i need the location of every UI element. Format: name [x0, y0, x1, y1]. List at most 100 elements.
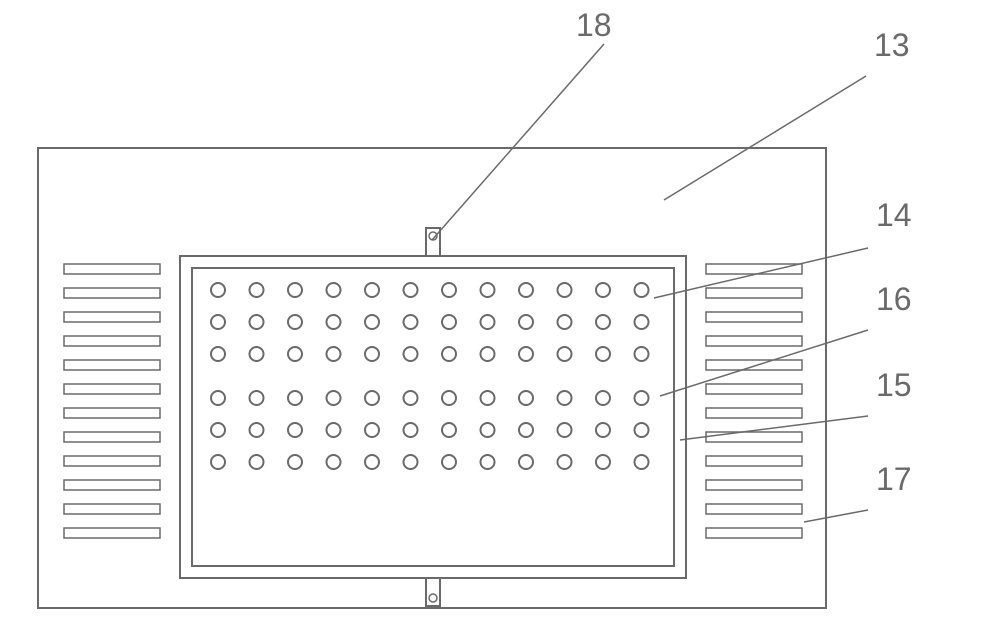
grid-hole	[442, 315, 456, 329]
grid-hole	[442, 423, 456, 437]
vent-slot	[64, 528, 160, 538]
tab-hole	[429, 594, 437, 602]
vent-slot	[64, 264, 160, 274]
grid-hole	[442, 347, 456, 361]
grid-hole	[558, 283, 572, 297]
grid-hole	[250, 455, 264, 469]
vent-slot	[706, 480, 802, 490]
grid-hole	[635, 423, 649, 437]
vent-slot	[706, 408, 802, 418]
vent-slot	[64, 384, 160, 394]
grid-hole	[635, 283, 649, 297]
grid-hole	[481, 283, 495, 297]
grid-hole	[327, 391, 341, 405]
grid-hole	[211, 347, 225, 361]
grid-hole	[442, 391, 456, 405]
grid-hole	[211, 283, 225, 297]
grid-hole	[481, 391, 495, 405]
grid-hole	[481, 315, 495, 329]
grid-hole	[288, 315, 302, 329]
grid-hole	[519, 423, 533, 437]
grid-hole	[327, 423, 341, 437]
grid-hole	[519, 315, 533, 329]
grid-hole	[327, 315, 341, 329]
grid-hole	[519, 455, 533, 469]
grid-hole	[635, 347, 649, 361]
grid-hole	[596, 423, 610, 437]
grid-hole	[596, 315, 610, 329]
grid-hole	[519, 347, 533, 361]
grid-hole	[596, 391, 610, 405]
vent-slot	[64, 288, 160, 298]
label-14: 14	[876, 197, 912, 233]
grid-hole	[211, 315, 225, 329]
label-17: 17	[876, 461, 912, 497]
leader-line	[804, 510, 868, 522]
label-16: 16	[876, 281, 912, 317]
leader-line	[432, 44, 604, 240]
grid-hole	[365, 391, 379, 405]
vent-slot	[64, 480, 160, 490]
grid-hole	[596, 455, 610, 469]
grid-hole	[481, 455, 495, 469]
grid-hole	[250, 423, 264, 437]
label-13: 13	[874, 27, 910, 63]
grid-hole	[442, 283, 456, 297]
grid-hole	[635, 455, 649, 469]
grid-hole	[404, 423, 418, 437]
vent-slot	[706, 336, 802, 346]
grid-hole	[635, 391, 649, 405]
grid-hole	[211, 455, 225, 469]
grid-hole	[250, 391, 264, 405]
grid-hole	[558, 423, 572, 437]
grid-hole	[327, 283, 341, 297]
vent-slot	[706, 384, 802, 394]
grid-hole	[211, 391, 225, 405]
vent-slot	[64, 408, 160, 418]
leader-line	[680, 416, 868, 440]
grid-hole	[558, 315, 572, 329]
vent-slot	[706, 312, 802, 322]
grid-hole	[596, 283, 610, 297]
outer-panel	[38, 148, 826, 608]
grid-hole	[288, 423, 302, 437]
vent-slot	[64, 432, 160, 442]
vent-slot	[706, 264, 802, 274]
grid-hole	[404, 347, 418, 361]
grid-hole	[404, 283, 418, 297]
grid-hole	[519, 391, 533, 405]
grid-hole	[288, 455, 302, 469]
grid-hole	[250, 347, 264, 361]
frame-inner	[192, 268, 674, 566]
grid-hole	[558, 455, 572, 469]
grid-hole	[365, 315, 379, 329]
grid-hole	[442, 455, 456, 469]
grid-hole	[596, 347, 610, 361]
vent-slot	[64, 504, 160, 514]
grid-hole	[519, 283, 533, 297]
vent-slot	[706, 288, 802, 298]
grid-hole	[365, 455, 379, 469]
grid-hole	[250, 283, 264, 297]
vent-slot	[706, 432, 802, 442]
label-15: 15	[876, 367, 912, 403]
grid-hole	[327, 347, 341, 361]
grid-hole	[404, 315, 418, 329]
grid-hole	[211, 423, 225, 437]
grid-hole	[250, 315, 264, 329]
label-18: 18	[576, 7, 612, 43]
grid-hole	[481, 347, 495, 361]
grid-hole	[558, 347, 572, 361]
grid-hole	[404, 391, 418, 405]
vent-slot	[706, 504, 802, 514]
grid-hole	[635, 315, 649, 329]
vent-slot	[706, 528, 802, 538]
grid-hole	[404, 455, 418, 469]
grid-hole	[327, 455, 341, 469]
grid-hole	[288, 347, 302, 361]
vent-slot	[706, 456, 802, 466]
frame-outer	[180, 256, 686, 578]
vent-slot	[64, 360, 160, 370]
grid-hole	[365, 347, 379, 361]
leader-line	[660, 330, 868, 396]
